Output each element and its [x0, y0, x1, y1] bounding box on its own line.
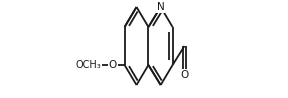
Text: O: O	[180, 70, 189, 80]
Text: N: N	[157, 2, 164, 12]
Text: O: O	[109, 60, 117, 70]
Text: OCH₃: OCH₃	[75, 60, 101, 70]
